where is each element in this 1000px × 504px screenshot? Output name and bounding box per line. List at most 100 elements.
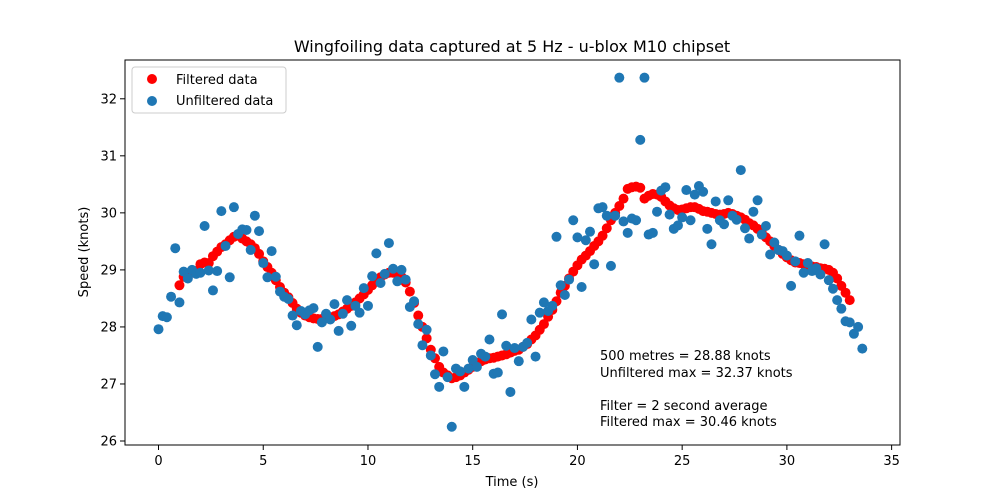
y-tick-label: 32 xyxy=(100,92,117,107)
unfiltered-point xyxy=(622,227,633,238)
unfiltered-point xyxy=(639,72,650,83)
filtered-point xyxy=(538,319,549,330)
unfiltered-point xyxy=(383,238,394,249)
unfiltered-point xyxy=(413,319,424,330)
unfiltered-point xyxy=(760,220,771,231)
unfiltered-point xyxy=(559,289,570,300)
unfiltered-point xyxy=(212,266,223,277)
unfiltered-point xyxy=(505,386,516,397)
unfiltered-point xyxy=(857,343,868,354)
unfiltered-point xyxy=(262,272,273,283)
plot-area xyxy=(124,59,901,446)
unfiltered-point xyxy=(497,309,508,320)
unfiltered-point xyxy=(354,307,365,318)
x-tick-label: 20 xyxy=(569,454,586,469)
annotation-unfiltered-max: Unfiltered max = 32.37 knots xyxy=(600,366,793,381)
x-tick-label: 15 xyxy=(464,454,481,469)
unfiltered-point xyxy=(576,282,587,293)
unfiltered-point xyxy=(635,134,646,145)
unfiltered-point xyxy=(446,421,457,432)
x-axis: 0 5 10 15 20 25 30 35 xyxy=(154,445,900,469)
legend-label-filtered: Filtered data xyxy=(176,73,258,88)
unfiltered-point xyxy=(346,320,357,331)
unfiltered-point xyxy=(664,209,675,220)
unfiltered-point xyxy=(161,312,172,323)
unfiltered-point xyxy=(802,258,813,269)
filtered-point xyxy=(601,223,612,234)
unfiltered-point xyxy=(719,219,730,230)
filtered-point xyxy=(614,201,625,212)
unfiltered-point xyxy=(203,265,214,276)
unfiltered-point xyxy=(471,361,482,372)
unfiltered-point xyxy=(362,300,373,311)
unfiltered-point xyxy=(723,195,734,206)
unfiltered-point xyxy=(396,264,407,275)
unfiltered-point xyxy=(836,303,847,314)
unfiltered-point xyxy=(421,324,432,335)
series-layer xyxy=(153,72,868,432)
unfiltered-point xyxy=(174,297,185,308)
filtered-point xyxy=(597,230,608,241)
unfiltered-point xyxy=(216,206,227,217)
unfiltered-point xyxy=(501,340,512,351)
unfiltered-point xyxy=(513,356,524,367)
unfiltered-point xyxy=(702,223,713,234)
x-tick-label: 0 xyxy=(154,454,162,469)
unfiltered-point xyxy=(258,258,269,269)
unfiltered-point xyxy=(254,226,265,237)
unfiltered-point xyxy=(689,189,700,200)
series-unfiltered xyxy=(153,72,868,432)
unfiltered-point xyxy=(585,226,595,237)
y-tick-label: 30 xyxy=(100,206,117,221)
unfiltered-point xyxy=(677,212,688,223)
annotation-filtered-max: Filtered max = 30.46 knots xyxy=(600,415,777,430)
unfiltered-point xyxy=(291,320,302,331)
y-tick-label: 28 xyxy=(100,320,117,335)
x-tick-label: 30 xyxy=(779,454,796,469)
x-tick-label: 35 xyxy=(883,454,900,469)
unfiltered-point xyxy=(631,215,642,226)
unfiltered-point xyxy=(438,346,449,357)
x-tick-label: 5 xyxy=(259,454,267,469)
unfiltered-point xyxy=(392,276,403,287)
unfiltered-point xyxy=(547,300,558,311)
unfiltered-point xyxy=(455,366,466,377)
unfiltered-point xyxy=(166,291,177,302)
unfiltered-point xyxy=(605,260,616,271)
unfiltered-point xyxy=(798,267,809,278)
filtered-point xyxy=(174,280,185,291)
unfiltered-point xyxy=(379,268,390,279)
unfiltered-point xyxy=(509,343,520,354)
plot-frame xyxy=(124,59,901,446)
unfiltered-point xyxy=(681,185,692,196)
unfiltered-point xyxy=(526,314,537,325)
unfiltered-point xyxy=(601,210,612,221)
unfiltered-point xyxy=(744,233,755,244)
unfiltered-point xyxy=(748,206,759,217)
unfiltered-point xyxy=(342,295,353,306)
unfiltered-point xyxy=(245,244,256,255)
unfiltered-point xyxy=(735,165,746,176)
unfiltered-point xyxy=(220,240,231,251)
legend-label-unfiltered: Unfiltered data xyxy=(176,94,273,109)
unfiltered-point xyxy=(555,280,566,291)
unfiltered-point xyxy=(266,246,277,257)
filtered-point xyxy=(404,286,415,297)
unfiltered-point xyxy=(329,299,340,310)
unfiltered-point xyxy=(388,263,399,274)
legend-marker-unfiltered xyxy=(147,96,157,106)
y-tick-label: 26 xyxy=(100,435,117,450)
unfiltered-point xyxy=(434,381,445,392)
unfiltered-point xyxy=(652,206,663,217)
unfiltered-point xyxy=(618,216,629,227)
chart-title: Wingfoiling data captured at 5 Hz - u-bl… xyxy=(294,37,730,56)
x-axis-label: Time (s) xyxy=(485,475,539,490)
unfiltered-point xyxy=(589,259,600,270)
unfiltered-point xyxy=(765,249,776,260)
y-tick-label: 31 xyxy=(100,149,117,164)
unfiltered-point xyxy=(781,250,792,261)
unfiltered-point xyxy=(270,271,281,282)
filtered-point xyxy=(254,248,265,259)
